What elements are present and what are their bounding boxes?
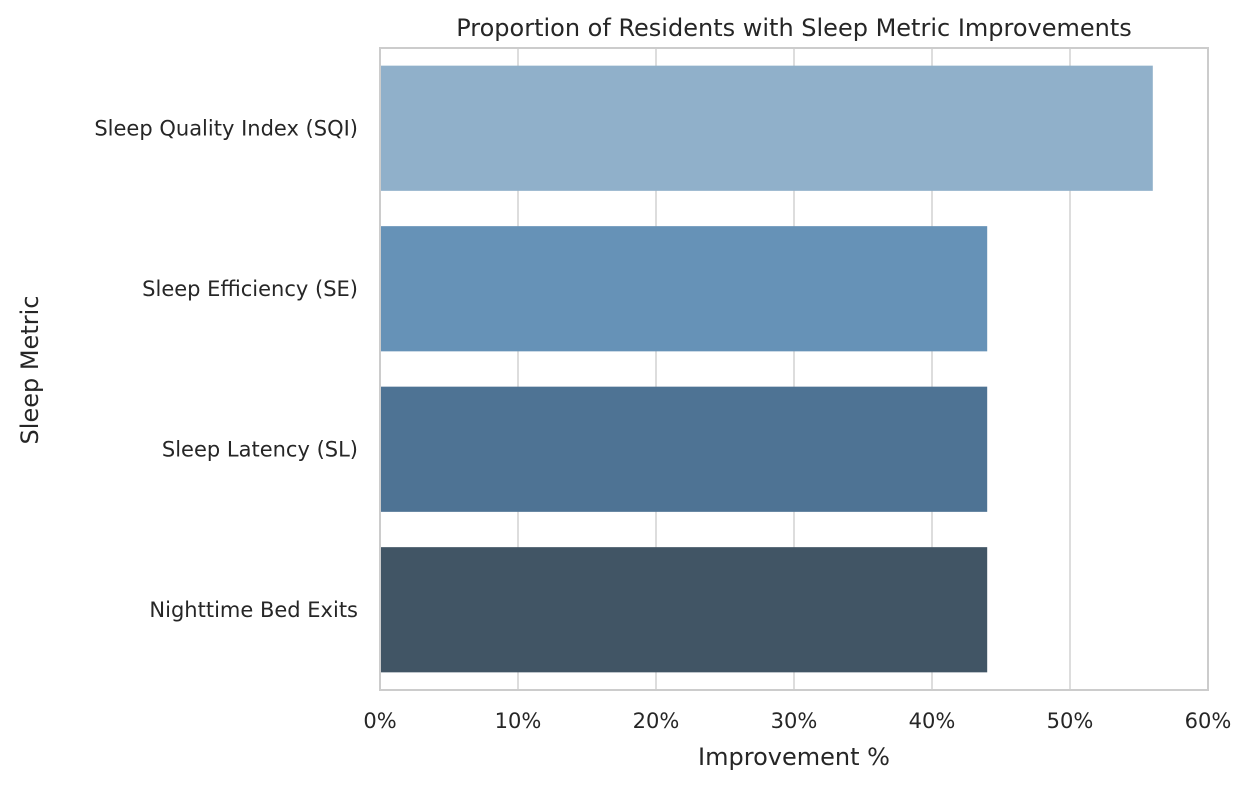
x-tick-label: 0% xyxy=(363,709,396,733)
bar xyxy=(380,547,988,673)
category-labels: Sleep Quality Index (SQI) Sleep Efficienc… xyxy=(94,116,358,622)
chart-title: Proportion of Residents with Sleep Metri… xyxy=(456,14,1132,42)
category-label: Nighttime Bed Exits xyxy=(149,598,358,622)
bar xyxy=(380,226,988,352)
y-axis-label: Sleep Metric xyxy=(16,296,44,445)
x-axis-label: Improvement % xyxy=(698,743,890,771)
x-tick-label: 40% xyxy=(909,709,956,733)
x-tick-label: 60% xyxy=(1185,709,1232,733)
category-label: Sleep Latency (SL) xyxy=(162,437,358,461)
x-tick-label: 50% xyxy=(1047,709,1094,733)
x-tick-labels: 0% 10% 20% 30% 40% 50% 60% xyxy=(363,709,1231,733)
bar xyxy=(380,65,1153,191)
plot-frame xyxy=(379,47,1209,691)
x-tick-label: 10% xyxy=(495,709,542,733)
category-label: Sleep Quality Index (SQI) xyxy=(94,116,358,140)
bars xyxy=(380,65,1153,673)
x-tick-label: 20% xyxy=(633,709,680,733)
x-tick-label: 30% xyxy=(771,709,818,733)
category-label: Sleep Efficiency (SE) xyxy=(142,277,358,301)
bar xyxy=(380,386,988,512)
